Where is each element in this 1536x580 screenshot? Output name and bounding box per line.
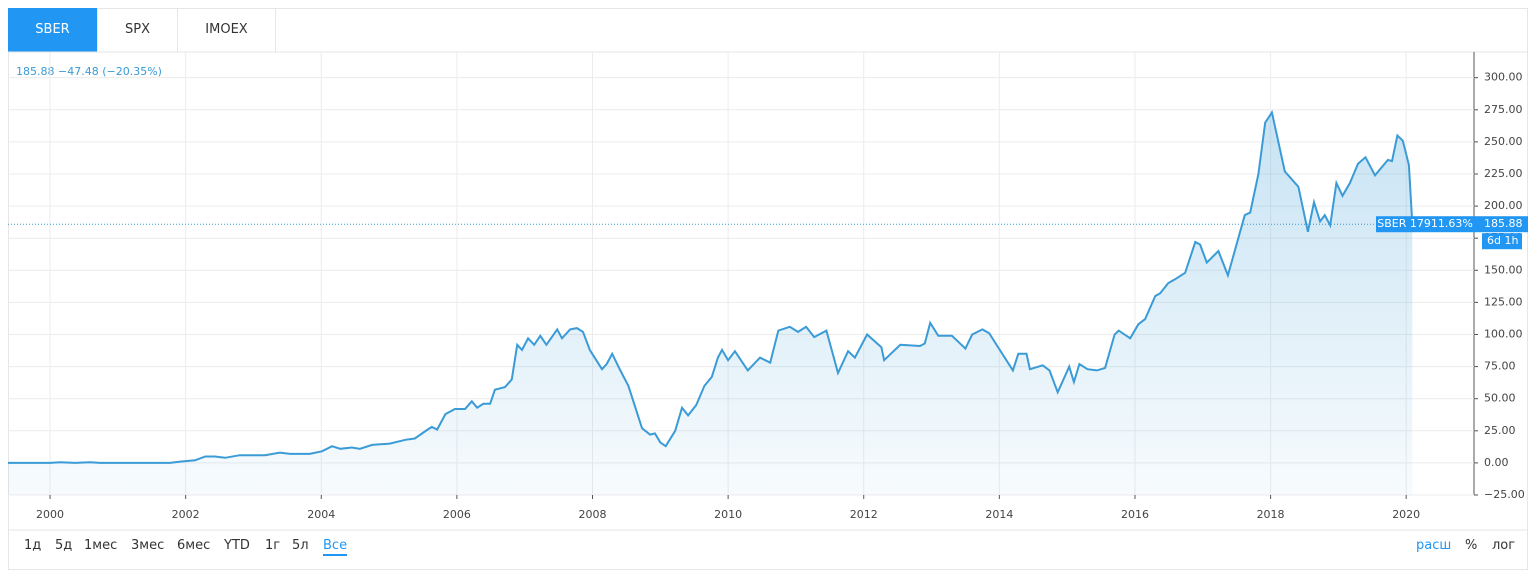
tab[interactable]: IMOEX [178, 8, 276, 52]
countdown-bg [1482, 233, 1522, 250]
scale-option[interactable]: лог [1492, 538, 1516, 553]
price-line [8, 109, 1414, 464]
x-tick-label: 2006 [443, 508, 471, 521]
y-tick-label: 25.00 [1484, 424, 1516, 437]
x-tick-label: 2004 [307, 508, 335, 521]
x-tick-label: 2008 [579, 508, 607, 521]
scale-option[interactable]: % [1465, 538, 1478, 553]
range-button[interactable]: 1мес [84, 538, 118, 553]
range-button[interactable]: 5л [292, 538, 309, 553]
area-fill [8, 112, 1413, 496]
range-button[interactable]: Все [323, 538, 348, 556]
x-tick-label: 2012 [850, 508, 878, 521]
x-tick-label: 2002 [172, 508, 200, 521]
y-tick-label: 0.00 [1484, 456, 1509, 469]
y-tick-label: 50.00 [1484, 392, 1516, 405]
countdown-label: 6d 1h [1487, 234, 1518, 247]
range-button[interactable]: 1г [265, 538, 281, 553]
y-tick-label: 100.00 [1484, 327, 1523, 340]
y-tick-label: 225.00 [1484, 167, 1523, 180]
x-tick-label: 2014 [985, 508, 1013, 521]
y-tick-label: 300.00 [1484, 71, 1523, 84]
last-price-bg [1474, 216, 1528, 233]
range-button[interactable]: 3мес [131, 538, 165, 553]
header-value: 185.88 −47.48 (−20.35%) [16, 65, 162, 78]
series-label-bg [1376, 216, 1474, 233]
x-tick-label: 2016 [1121, 508, 1149, 521]
scale-option[interactable]: расш [1416, 538, 1452, 553]
y-tick-label: 250.00 [1484, 135, 1523, 148]
y-tick-label: 275.00 [1484, 103, 1523, 116]
x-tick-label: 2010 [714, 508, 742, 521]
tab[interactable]: SBER [8, 8, 98, 52]
x-tick-label: 2020 [1392, 508, 1420, 521]
widget-frame [8, 8, 1528, 570]
y-tick-label: 75.00 [1484, 360, 1516, 373]
last-price-label: 185.88 [1484, 217, 1523, 230]
range-button[interactable]: 5д [55, 538, 73, 553]
y-tick-label: −25.00 [1484, 488, 1525, 501]
range-button[interactable]: YTD [224, 538, 250, 553]
y-tick-label: 200.00 [1484, 199, 1523, 212]
tab[interactable]: SPX [98, 8, 178, 52]
series-label: SBER 17911.63% [1377, 217, 1473, 230]
y-tick-label: 125.00 [1484, 295, 1523, 308]
range-button[interactable]: 1д [24, 538, 42, 553]
range-button[interactable]: 6мес [177, 538, 211, 553]
x-tick-label: 2000 [36, 508, 64, 521]
y-tick-label: 150.00 [1484, 263, 1523, 276]
x-tick-label: 2018 [1257, 508, 1285, 521]
